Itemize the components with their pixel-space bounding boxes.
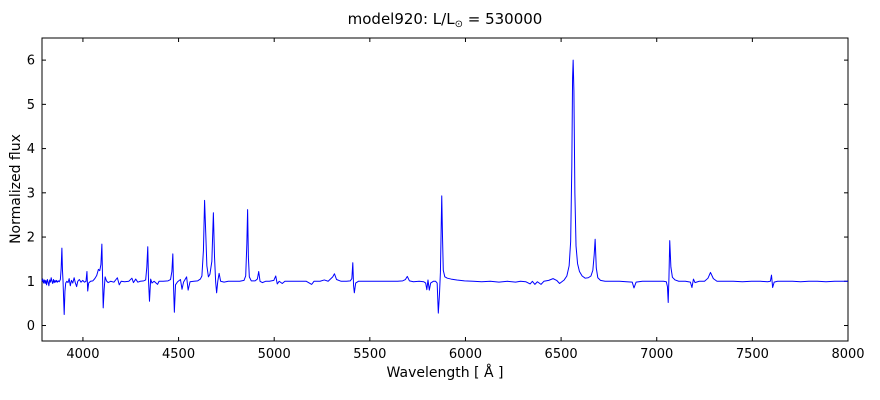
x-tick-label: 6000	[449, 347, 482, 362]
plot-title-value: = 530000	[462, 10, 543, 28]
y-tick-label: 4	[27, 142, 35, 157]
y-tick-label: 5	[27, 98, 35, 113]
spectrum-line	[41, 59, 848, 315]
x-tick-label: 7500	[736, 347, 769, 362]
sun-symbol-subscript: ⊙	[454, 19, 463, 30]
x-axis-label: Wavelength [ Å ]	[386, 365, 504, 381]
x-tick-label: 6500	[545, 347, 578, 362]
y-tick-label: 2	[27, 231, 35, 246]
x-tick-label: 8000	[831, 347, 864, 362]
x-tick-label: 4500	[162, 347, 195, 362]
y-tick-label: 1	[27, 275, 35, 290]
y-tick-label: 0	[27, 319, 35, 334]
y-tick-label: 6	[27, 54, 35, 69]
axes-frame	[41, 37, 849, 342]
plot-title: model920: L/L⊙ = 530000	[42, 10, 848, 30]
plot-title-text: model920: L/L	[347, 10, 455, 28]
x-tick-label: 7000	[640, 347, 673, 362]
x-tick-label: 5500	[353, 347, 386, 362]
x-tick-label: 5000	[258, 347, 291, 362]
y-tick-label: 3	[27, 186, 35, 201]
x-tick-label: 4000	[66, 347, 99, 362]
